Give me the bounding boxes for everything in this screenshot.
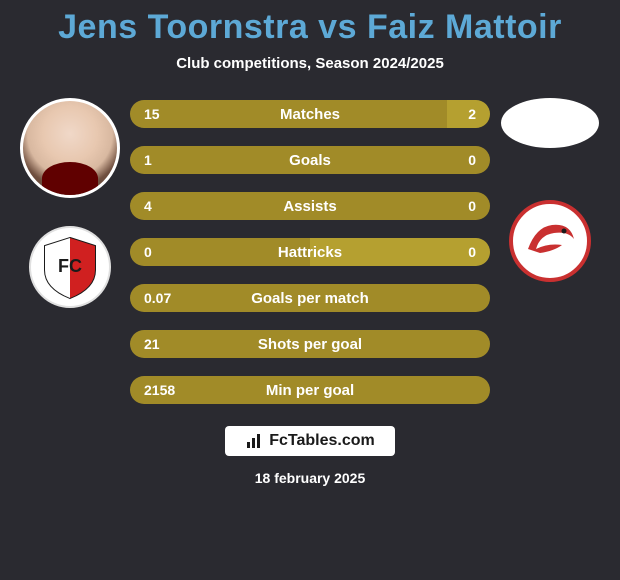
stat-label: Matches [280, 106, 340, 123]
comparison-row: FC 15Matches21Goals04Assists00Hattricks0… [0, 94, 620, 404]
stat-bar: 0 Hattricks 0 [130, 238, 490, 266]
stat-left-value: 15 [144, 106, 160, 122]
stat-left-value: 1 [144, 152, 152, 168]
stat-right-value: 2 [468, 106, 476, 122]
chart-icon [245, 432, 263, 450]
comparison-title: Jens Toornstra vs Faiz Mattoir [58, 8, 562, 47]
stat-label: Goals [289, 152, 331, 169]
stat-left-value: 0.07 [144, 290, 171, 306]
club-left-badge: FC [29, 226, 111, 308]
player-right-placeholder [501, 98, 599, 148]
stat-label: Goals per match [251, 290, 369, 307]
brand-footer[interactable]: FcTables.com [225, 426, 395, 456]
stat-left-value: 2158 [144, 382, 175, 398]
stat-right-value: 0 [468, 198, 476, 214]
stat-right-value: 0 [468, 244, 476, 260]
left-player-column: FC [10, 94, 130, 308]
svg-text:FC: FC [58, 256, 82, 276]
stat-bar: 0.07 Goals per match [130, 284, 490, 312]
stat-label: Assists [283, 198, 336, 215]
stat-left-value: 21 [144, 336, 160, 352]
stat-right-value: 0 [468, 152, 476, 168]
utrecht-shield-icon: FC [35, 232, 105, 302]
brand-label: FcTables.com [269, 432, 375, 450]
stat-label: Hattricks [278, 244, 342, 261]
stat-label: Min per goal [266, 382, 354, 399]
right-player-column [490, 94, 610, 282]
player-left-photo [20, 98, 120, 198]
stat-bar: 4 Assists 0 [130, 192, 490, 220]
stat-label: Shots per goal [258, 336, 362, 353]
stat-left-value: 0 [144, 244, 152, 260]
season-subtitle: Club competitions, Season 2024/2025 [176, 55, 444, 72]
stat-bar: 1 Goals 0 [130, 146, 490, 174]
stats-bars: 15Matches21Goals04Assists00Hattricks00.0… [130, 94, 490, 404]
snapshot-date: 18 february 2025 [255, 470, 366, 486]
club-right-badge [509, 200, 591, 282]
stat-left-value: 4 [144, 198, 152, 214]
stat-bar: 15 Matches 2 [130, 100, 490, 128]
stat-bar: 21 Shots per goal [130, 330, 490, 358]
stat-bar: 2158 Min per goal [130, 376, 490, 404]
almere-badge-icon [518, 209, 582, 273]
